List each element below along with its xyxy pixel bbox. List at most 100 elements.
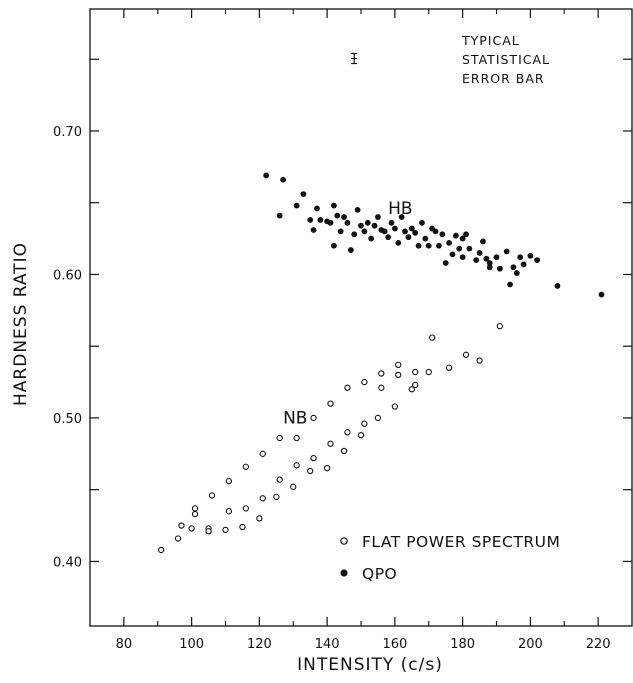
flat-point <box>327 400 334 407</box>
flat-point <box>174 535 182 542</box>
qpo-point <box>459 235 466 242</box>
qpo-point <box>507 281 513 288</box>
qpo-point <box>310 227 317 233</box>
flat-point <box>378 384 385 391</box>
flat-point <box>222 526 229 534</box>
flat-point <box>310 414 317 422</box>
qpo-point <box>341 214 347 220</box>
qpo-point <box>364 219 371 226</box>
qpo-point <box>280 176 286 183</box>
flat-point <box>225 508 233 515</box>
qpo-point <box>347 247 354 253</box>
qpo-point <box>354 206 361 213</box>
flat-point <box>412 368 419 376</box>
flat-point <box>157 546 165 554</box>
qpo-point <box>510 264 517 271</box>
qpo-point <box>486 260 493 266</box>
qpo-point <box>493 254 500 261</box>
x-tick-label: 160 <box>382 637 407 652</box>
qpo-point <box>476 250 483 256</box>
qpo-points <box>263 172 605 298</box>
flat-point <box>378 370 385 377</box>
flat-point <box>496 322 504 330</box>
flat-point <box>242 505 249 512</box>
qpo-point <box>327 219 334 226</box>
legend-filled-circle-marker <box>340 569 348 577</box>
qpo-point <box>463 231 469 238</box>
qpo-point <box>527 252 534 259</box>
y-axis-tick-labels: 0.40 0.50 0.60 0.70 <box>53 125 82 570</box>
qpo-point <box>466 245 473 252</box>
qpo-point <box>300 191 307 198</box>
flat-point <box>178 522 185 529</box>
y-tick-label: 0.60 <box>53 268 82 283</box>
qpo-point <box>307 217 314 223</box>
x-axis-title: INTENSITY (c/s) <box>297 655 443 675</box>
x-tick-label: 120 <box>247 637 272 652</box>
flat-point <box>276 434 283 442</box>
hb-branch-label: HB <box>388 199 412 219</box>
flat-point <box>357 432 365 439</box>
qpo-point <box>361 228 368 235</box>
x-tick-label: 220 <box>586 637 611 652</box>
qpo-point <box>436 242 442 249</box>
qpo-point <box>425 242 432 249</box>
flat-point <box>259 450 266 457</box>
flat-point <box>256 515 263 522</box>
flat-point <box>476 357 483 364</box>
qpo-point <box>358 222 364 229</box>
flat-point <box>445 364 453 371</box>
qpo-point <box>331 242 337 249</box>
legend-flat-power-spectrum: FLAT POWER SPECTRUM <box>362 533 560 551</box>
flat-point <box>225 477 233 485</box>
flat-point <box>425 368 432 376</box>
y-tick-label: 0.50 <box>53 412 82 427</box>
flat-point <box>344 429 351 436</box>
flat-point <box>205 528 212 535</box>
qpo-point <box>351 231 358 238</box>
qpo-point <box>456 245 463 252</box>
flat-point <box>340 447 348 455</box>
qpo-point <box>517 254 524 261</box>
qpo-point <box>446 239 452 246</box>
flat-point <box>344 384 351 391</box>
qpo-point <box>449 251 456 258</box>
x-tick-label: 80 <box>116 637 133 652</box>
qpo-point <box>317 217 324 223</box>
qpo-point <box>554 283 561 289</box>
y-tick-label: 0.70 <box>53 125 82 140</box>
y-tick-label: 0.40 <box>53 555 82 570</box>
qpo-point <box>442 260 449 266</box>
qpo-point <box>473 257 480 264</box>
flat-point <box>327 440 334 447</box>
flat-point <box>462 351 470 358</box>
flat-point <box>208 492 216 499</box>
qpo-point <box>452 232 459 239</box>
flat-point <box>273 493 280 501</box>
qpo-point <box>371 222 378 229</box>
legend-qpo: QPO <box>362 565 397 583</box>
flat-point <box>395 361 402 369</box>
qpo-point <box>402 228 408 235</box>
qpo-point <box>276 212 283 219</box>
x-tick-label: 140 <box>315 637 340 652</box>
qpo-point <box>368 235 375 242</box>
x-axis-ticks <box>123 9 599 626</box>
nb-branch-label: NB <box>283 409 307 429</box>
qpo-point <box>432 228 439 235</box>
qpo-point <box>486 264 493 271</box>
flat-point <box>259 495 266 502</box>
flat-point <box>428 334 436 341</box>
x-tick-label: 100 <box>179 637 204 652</box>
flat-point <box>361 378 368 386</box>
qpo-point <box>398 214 405 220</box>
error-bar-note-line-3: ERROR BAR <box>462 71 545 86</box>
flat-point <box>361 420 368 427</box>
flat-point <box>239 523 246 531</box>
qpo-point <box>415 242 422 249</box>
qpo-point <box>483 255 490 262</box>
flat-point <box>293 434 300 442</box>
qpo-point <box>385 234 391 241</box>
qpo-point <box>534 257 541 264</box>
